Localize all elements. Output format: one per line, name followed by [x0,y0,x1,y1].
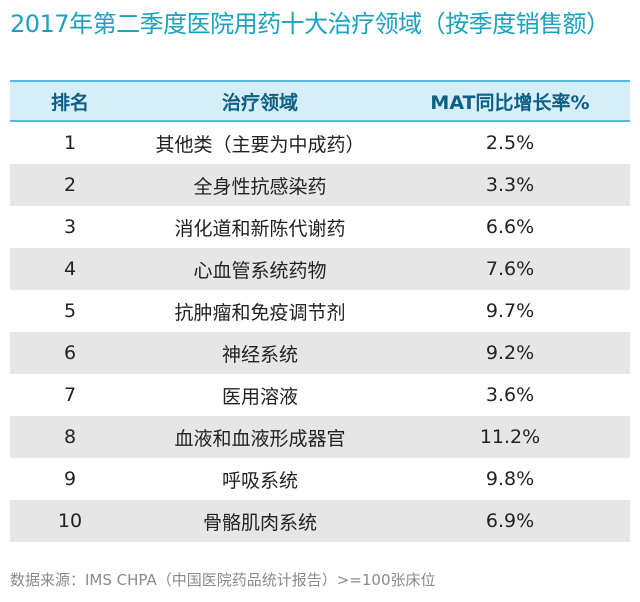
rank-cell: 5 [63,300,77,322]
rank-cell: 6 [63,342,77,364]
therapeutic-area-cell: 心血管系统药物 [193,259,327,282]
growth-rate-cell: 11.2% [479,426,541,448]
growth-rate-cell: 6.9% [485,510,535,532]
page-title: 2017年第二季度医院用药十大治疗领域（按季度销售额） [10,10,610,38]
table-row: 7 医用溶液 3.6% [10,374,630,416]
therapeutic-area-cell: 消化道和新陈代谢药 [174,217,346,240]
header-rank: 排名 [50,91,89,114]
rank-cell: 1 [63,132,77,154]
rank-cell: 4 [63,258,77,280]
table-row: 2 全身性抗感染药 3.3% [10,164,630,206]
rank-cell: 9 [63,468,77,490]
rank-cell: 8 [63,426,77,448]
growth-rate-cell: 9.2% [485,342,535,364]
table-body: 1 其他类（主要为中成药） 2.5% 2 全身性抗感染药 3.3% 3 消化道和新陈代谢药 6.… [10,122,630,542]
growth-rate-cell: 3.3% [485,174,535,196]
therapeutic-area-cell: 骨骼肌肉系统 [202,511,317,534]
header-therapeutic-area: 治疗领域 [221,91,298,114]
growth-rate-cell: 9.7% [485,300,535,322]
growth-rate-cell: 3.6% [485,384,535,406]
header-mat-growth: MAT同比增长率% [430,91,590,114]
growth-rate-cell: 7.6% [485,258,535,280]
rank-cell: 3 [63,216,77,238]
ranking-table: 排名 治疗领域 MAT同比增长率% 1 其他类（主要为中成药） 2.5% 2 全身性抗感… [10,80,630,542]
source-note: 数据来源：IMS CHPA（中国医院药品统计报告）>=100张床位 [10,571,436,589]
therapeutic-area-cell: 全身性抗感染药 [193,175,327,198]
table-row: 9 呼吸系统 9.8% [10,458,630,500]
growth-rate-cell: 2.5% [485,132,535,154]
growth-rate-cell: 9.8% [485,468,535,490]
therapeutic-area-cell: 神经系统 [221,343,298,366]
therapeutic-area-cell: 呼吸系统 [221,469,298,492]
table-row: 4 心血管系统药物 7.6% [10,248,630,290]
therapeutic-area-cell: 医用溶液 [221,385,298,408]
table-row: 6 神经系统 9.2% [10,332,630,374]
therapeutic-area-cell: 血液和血液形成器官 [174,427,346,450]
therapeutic-area-cell: 其他类（主要为中成药） [155,133,365,156]
growth-rate-cell: 6.6% [485,216,535,238]
table-row: 3 消化道和新陈代谢药 6.6% [10,206,630,248]
rank-cell: 7 [63,384,77,406]
table-header: 排名 治疗领域 MAT同比增长率% [10,80,630,122]
table-row: 10 骨骼肌肉系统 6.9% [10,500,630,542]
rank-cell: 10 [57,510,83,532]
therapeutic-area-cell: 抗肿瘤和免疫调节剂 [174,301,346,324]
rank-cell: 2 [63,174,77,196]
table-row: 8 血液和血液形成器官 11.2% [10,416,630,458]
table-row: 5 抗肿瘤和免疫调节剂 9.7% [10,290,630,332]
table-row: 1 其他类（主要为中成药） 2.5% [10,122,630,164]
